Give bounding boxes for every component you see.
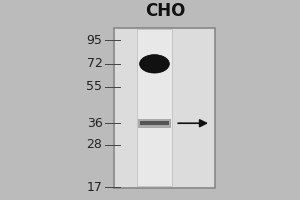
Text: 36: 36	[87, 117, 102, 130]
Text: CHO: CHO	[145, 2, 185, 20]
Text: 72: 72	[87, 57, 102, 70]
Text: 95: 95	[87, 34, 102, 47]
FancyBboxPatch shape	[136, 29, 172, 186]
Text: 17: 17	[87, 181, 102, 194]
Ellipse shape	[140, 55, 169, 73]
FancyBboxPatch shape	[138, 119, 171, 128]
FancyBboxPatch shape	[114, 28, 215, 188]
Text: 28: 28	[87, 138, 102, 151]
FancyBboxPatch shape	[140, 121, 169, 125]
Text: 55: 55	[86, 80, 102, 93]
